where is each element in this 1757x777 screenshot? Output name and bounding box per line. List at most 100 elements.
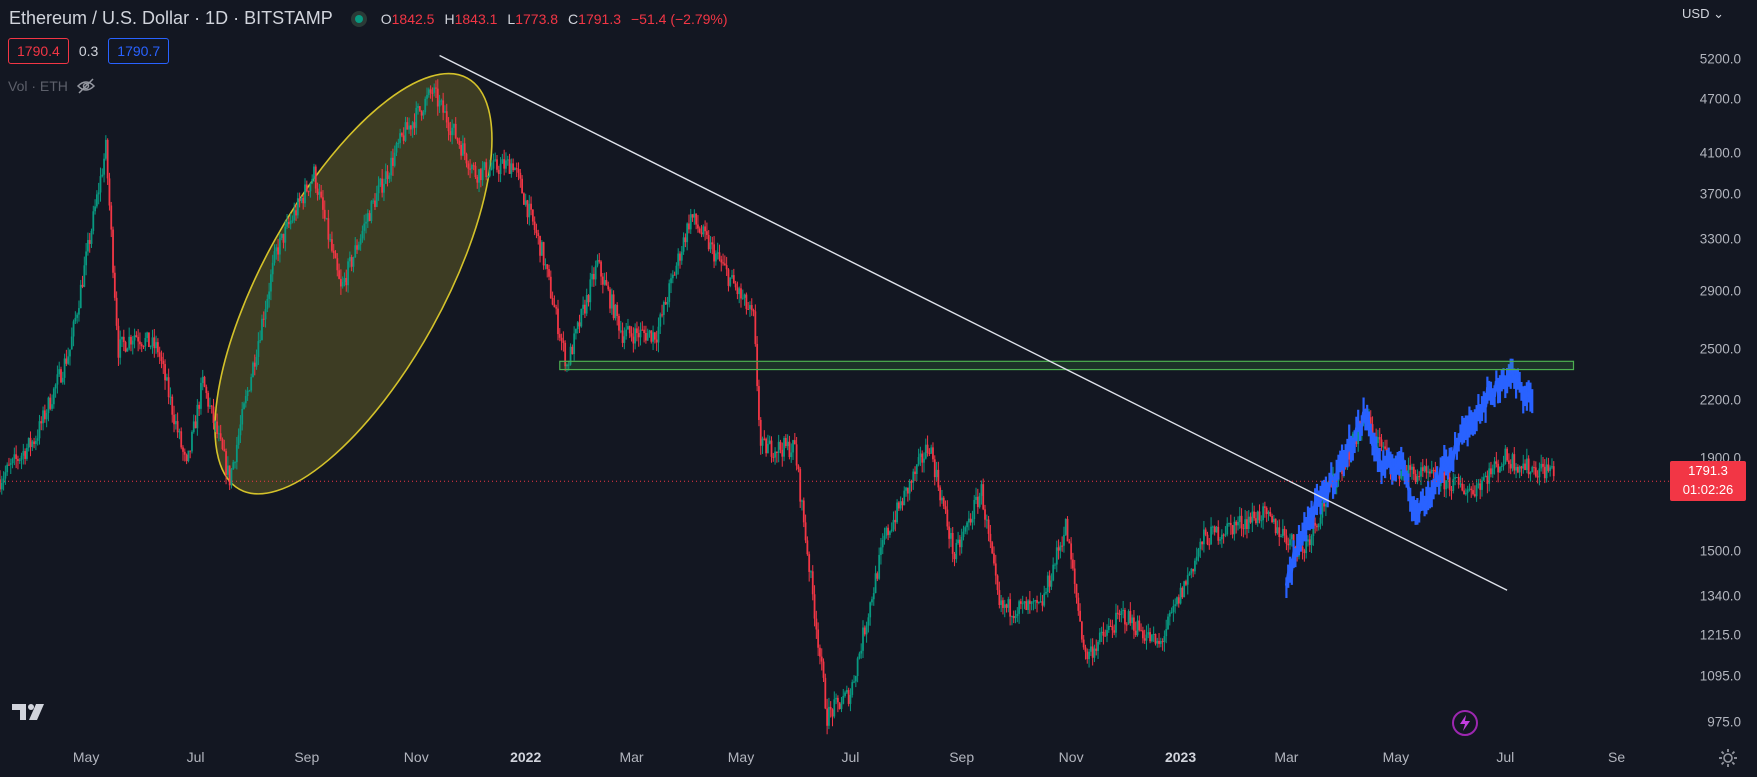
candle-body bbox=[697, 224, 699, 229]
lightning-icon[interactable] bbox=[1451, 709, 1479, 737]
symbol-title[interactable]: Ethereum / U.S. Dollar · 1D · BITSTAMP bbox=[9, 8, 333, 28]
candle-body bbox=[632, 336, 635, 344]
candle-body bbox=[113, 272, 116, 298]
candle-body bbox=[1210, 526, 1212, 545]
candle-body bbox=[1308, 539, 1311, 546]
buy-price-button[interactable]: 1790.7 bbox=[108, 38, 170, 64]
candle-body bbox=[662, 301, 665, 315]
candle-body bbox=[487, 175, 489, 178]
candle-body bbox=[1009, 599, 1012, 617]
candle-body bbox=[140, 344, 143, 347]
price-tick-label: 2200.0 bbox=[1699, 392, 1741, 408]
candle-body bbox=[234, 462, 236, 464]
candle-body bbox=[435, 87, 437, 89]
candle-body bbox=[151, 337, 154, 347]
candle-body bbox=[863, 627, 866, 635]
candle-body bbox=[801, 500, 803, 502]
candle-body bbox=[865, 625, 868, 635]
candle-body bbox=[607, 285, 610, 290]
volume-indicator-legend[interactable]: Vol · ETH bbox=[8, 78, 96, 94]
candle-body bbox=[374, 200, 376, 207]
candle-body bbox=[99, 176, 102, 193]
candle-body bbox=[555, 307, 558, 309]
candle-body bbox=[767, 443, 769, 454]
candle-body bbox=[191, 431, 193, 452]
candle-body bbox=[503, 159, 506, 169]
trendline bbox=[439, 54, 1508, 591]
market-status-icon[interactable] bbox=[350, 10, 367, 27]
spread-value: 0.3 bbox=[78, 43, 99, 59]
candle-body bbox=[1552, 466, 1555, 477]
candle-body bbox=[1075, 584, 1078, 598]
candle-body bbox=[836, 697, 839, 703]
projection-line bbox=[1284, 370, 1533, 586]
candle-body bbox=[591, 273, 593, 280]
candle-body bbox=[54, 384, 57, 389]
candle-body bbox=[239, 424, 242, 436]
candle-body bbox=[444, 111, 446, 113]
tradingview-logo-icon[interactable] bbox=[10, 702, 50, 722]
candle-body bbox=[1057, 547, 1060, 551]
candle-body bbox=[436, 88, 439, 107]
candle-body bbox=[1141, 630, 1144, 639]
candle-body bbox=[1536, 476, 1539, 478]
candle-body bbox=[1039, 601, 1042, 603]
candle-body bbox=[1262, 506, 1265, 521]
candle-body bbox=[472, 165, 475, 167]
candle-body bbox=[1208, 544, 1211, 546]
candle-body bbox=[942, 497, 945, 507]
candle-body bbox=[1195, 556, 1198, 561]
candle-body bbox=[165, 377, 168, 381]
candle-body bbox=[252, 362, 254, 378]
candle-body bbox=[411, 122, 414, 130]
candle-body bbox=[813, 594, 816, 619]
candle-body bbox=[673, 274, 676, 276]
candle-body bbox=[2, 478, 5, 483]
candle-body bbox=[169, 396, 172, 398]
candle-body bbox=[1115, 612, 1117, 633]
candle-body bbox=[1540, 463, 1543, 469]
eye-hidden-icon[interactable] bbox=[76, 78, 96, 94]
candle-body bbox=[9, 463, 12, 465]
candle-body bbox=[1549, 467, 1552, 471]
sell-price-button[interactable]: 1790.4 bbox=[8, 38, 69, 64]
ellipse-highlight bbox=[214, 72, 493, 495]
currency-label: USD bbox=[1682, 6, 1710, 21]
candle-body bbox=[1231, 525, 1234, 535]
currency-selector[interactable]: USD ⌄ bbox=[1682, 6, 1724, 22]
candle-body bbox=[819, 647, 821, 657]
candle-body bbox=[194, 421, 197, 429]
candle-body bbox=[1102, 631, 1105, 636]
candle-body bbox=[1242, 528, 1245, 530]
candle-body bbox=[1002, 600, 1004, 608]
candle-body bbox=[445, 111, 448, 123]
candle-body bbox=[650, 330, 653, 342]
candle-body bbox=[313, 166, 315, 179]
candle-body bbox=[614, 304, 617, 319]
candle-body bbox=[210, 405, 213, 407]
candle-body bbox=[70, 336, 73, 350]
candle-body bbox=[1079, 610, 1081, 622]
candle-body bbox=[725, 265, 728, 270]
candle-body bbox=[1111, 626, 1114, 631]
candle-body bbox=[153, 337, 156, 349]
candle-body bbox=[402, 135, 405, 141]
candle-body bbox=[810, 571, 812, 573]
candle-body bbox=[287, 221, 290, 225]
candle-body bbox=[375, 193, 378, 207]
candle-body bbox=[519, 172, 522, 179]
candle-body bbox=[1197, 549, 1200, 557]
candle-body bbox=[192, 421, 195, 432]
candle-body bbox=[1183, 581, 1186, 598]
candle-body bbox=[1043, 593, 1046, 606]
candle-body bbox=[1118, 613, 1121, 615]
candle-body bbox=[343, 278, 346, 282]
candle-body bbox=[400, 133, 403, 136]
candle-body bbox=[661, 314, 663, 316]
price-tick-label: 1215.0 bbox=[1699, 627, 1741, 643]
candle-body bbox=[1229, 522, 1232, 526]
candle-body bbox=[648, 330, 651, 334]
candle-body bbox=[261, 318, 263, 341]
gear-icon[interactable] bbox=[1718, 748, 1738, 768]
